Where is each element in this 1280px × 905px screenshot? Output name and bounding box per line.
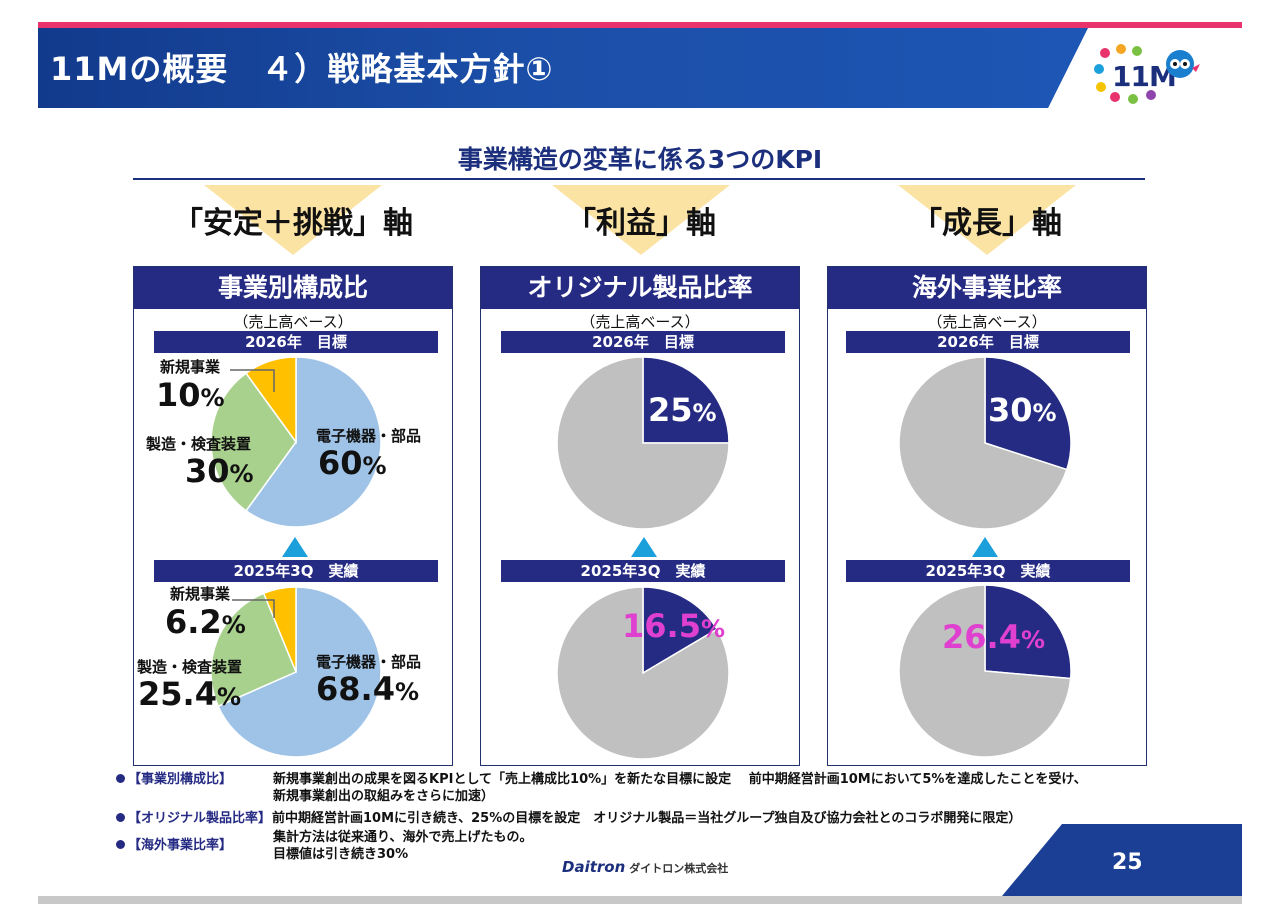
company-logo: Daitron ダイトロン株式会社 — [562, 858, 729, 876]
kpi-heading-rule — [133, 178, 1145, 180]
pie-slice-新規事業 — [244, 356, 297, 445]
value-original-target: 25% — [648, 391, 717, 429]
value-overseas-target: 30% — [988, 391, 1057, 429]
value-manufacturing: 30% — [185, 452, 254, 490]
actual-bar: 2025年3Q 実績 — [501, 560, 785, 582]
bullet-icon — [116, 813, 125, 822]
pie-slice-製造・検査装置 — [210, 372, 297, 512]
axis-label-profit: 「利益」軸 — [566, 206, 716, 241]
pie-slice-オリジナル製品 — [642, 586, 719, 675]
up-arrow-icon — [972, 537, 998, 557]
up-arrow-icon — [282, 537, 308, 557]
pie-chart-original-actual — [556, 586, 730, 760]
footnote-head: 【海外事業比率】 — [116, 834, 232, 853]
label-electronics: 電子機器・部品 — [316, 427, 422, 445]
pie-slice-オリジナル製品 — [642, 356, 730, 444]
value-overseas-actual: 26.4% — [942, 618, 1045, 656]
page-title: 11Mの概要 ４）戦略基本方針① — [50, 50, 554, 88]
leader-line-new-target — [230, 369, 275, 392]
footnote-line: 目標値は引き続き30% — [273, 847, 409, 862]
pie-chart-composition-target — [210, 356, 382, 528]
logo-text: 11M — [1112, 60, 1177, 93]
pie-slice-その他 — [556, 586, 730, 760]
label-manufacturing: 製造・検査装置 — [146, 435, 252, 453]
target-bar: 2026年 目標 — [154, 331, 438, 353]
footer-gray-stripe — [38, 896, 1242, 904]
up-arrow-icon — [631, 537, 657, 557]
panel-title: 海外事業比率 — [828, 267, 1146, 309]
value-new-business: 10% — [156, 376, 225, 414]
footnote-line: 集計方法は従来通り、海外で売上げたもの。 — [273, 830, 533, 845]
kpi-heading: 事業構造の変革に係る3つのKPI — [457, 145, 823, 174]
label-new-business: 新規事業 — [170, 585, 231, 603]
mascot-icon — [1166, 50, 1200, 78]
label-manufacturing: 製造・検査装置 — [137, 658, 243, 676]
footnote-line: 新規事業創出の取組みをさらに加速） — [273, 789, 495, 804]
target-bar: 2026年 目標 — [846, 331, 1130, 353]
pie-slice-その他 — [898, 356, 1068, 530]
pie-chart-overseas-actual — [898, 584, 1072, 758]
value-new-business: 6.2% — [165, 603, 246, 641]
pie-slice-新規事業 — [262, 586, 297, 673]
value-manufacturing: 25.4% — [138, 675, 241, 713]
axis-label-growth: 「成長」軸 — [912, 206, 1062, 241]
value-electronics: 60% — [318, 444, 387, 482]
pie-slice-その他 — [556, 356, 730, 530]
pie-slice-その他 — [898, 584, 1072, 758]
pie-chart-overseas-target — [898, 356, 1072, 530]
footnote-head: 【事業別構成比】 — [116, 768, 232, 787]
leader-line-new-actual — [232, 599, 275, 618]
panel-overseas: 海外事業比率 （売上高ベース） 2026年 目標 2025年3Q 実績 — [827, 266, 1147, 766]
pie-chart-original-target — [556, 356, 730, 530]
panel-title: オリジナル製品比率 — [481, 267, 799, 309]
header-band — [38, 28, 1088, 108]
footnote-head: 【オリジナル製品比率】 — [116, 807, 271, 826]
panel-note: （売上高ベース） — [580, 313, 700, 331]
panel-note: （売上高ベース） — [927, 313, 1047, 331]
label-new-business: 新規事業 — [160, 358, 221, 376]
value-original-actual: 16.5% — [622, 607, 725, 645]
axis-label-stability: 「安定＋挑戦」軸 — [173, 206, 413, 241]
pie-chart-composition-actual — [210, 586, 382, 758]
actual-bar: 2025年3Q 実績 — [846, 560, 1130, 582]
footnote-line: 新規事業創出の成果を図るKPIとして「売上構成比10%」を新たな目標に設定 前中… — [273, 772, 1087, 787]
bullet-icon — [116, 774, 125, 783]
pie-slice-海外事業 — [984, 356, 1072, 471]
header-top-stripe — [38, 22, 1242, 28]
target-bar: 2026年 目標 — [501, 331, 785, 353]
pie-slice-海外事業 — [984, 584, 1072, 680]
value-electronics: 68.4% — [316, 670, 419, 708]
panel-title: 事業別構成比 — [134, 267, 452, 309]
panel-note: （売上高ベース） — [233, 313, 353, 331]
label-electronics: 電子機器・部品 — [316, 653, 422, 671]
pie-slice-電子機器・部品 — [244, 356, 382, 528]
pie-slice-電子機器・部品 — [217, 586, 382, 758]
bullet-icon — [116, 840, 125, 849]
11m-logo: 11M — [1088, 40, 1208, 106]
actual-bar: 2025年3Q 実績 — [154, 560, 438, 582]
page-number: 25 — [1112, 850, 1143, 875]
footnote-line: 前中期経営計画10Mに引き続き、25%の目標を設定 オリジナル製品＝当社グループ… — [272, 811, 1022, 826]
